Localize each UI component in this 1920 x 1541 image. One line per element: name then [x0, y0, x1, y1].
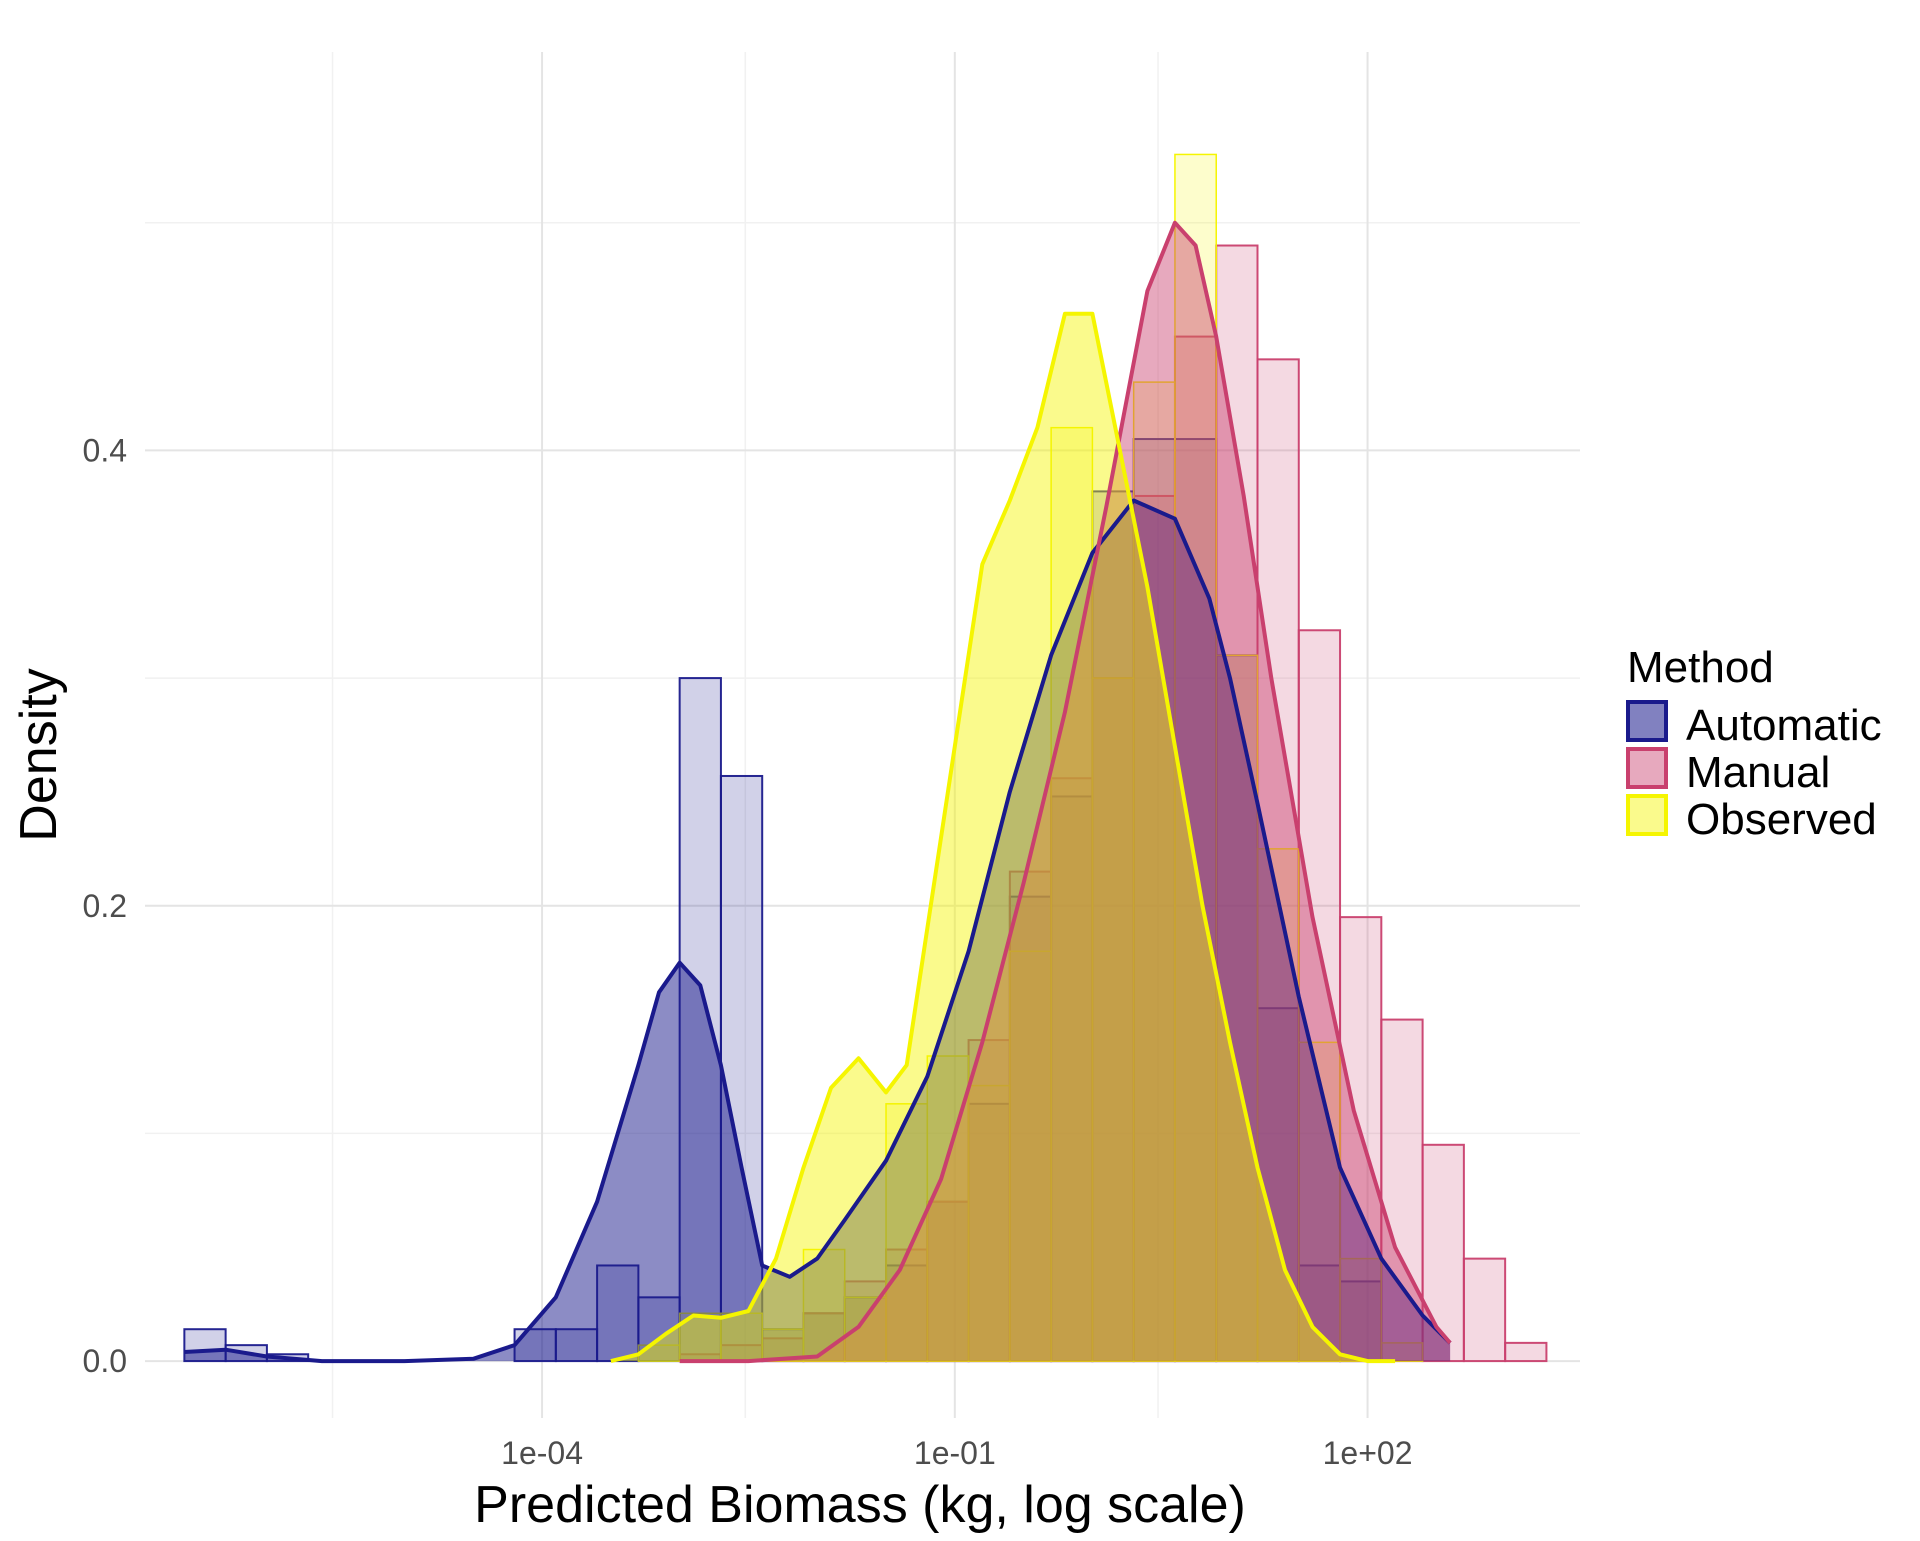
- y-axis-tick-labels: 0.0 0.2 0.4: [83, 432, 127, 1379]
- legend-key-manual: [1626, 747, 1668, 789]
- y-tick-label: 0.4: [83, 432, 127, 468]
- legend-key-observed: [1626, 794, 1668, 836]
- legend-label-manual: Manual: [1686, 748, 1830, 797]
- y-tick-label: 0.2: [83, 888, 127, 924]
- density-curves: [184, 220, 1452, 1364]
- legend-label-observed: Observed: [1686, 795, 1877, 844]
- legend-item-manual: Manual: [1626, 747, 1830, 797]
- y-axis-label: Density: [10, 668, 68, 841]
- density-area-automatic: [184, 500, 1451, 1362]
- x-tick-label: 1e-04: [501, 1435, 583, 1471]
- density-area-observed: [610, 313, 1396, 1362]
- x-tick-label: 1e-01: [914, 1435, 996, 1471]
- density-curve-automatic: [184, 498, 1452, 1364]
- legend-label-automatic: Automatic: [1686, 701, 1882, 750]
- bar-manual: [1504, 1341, 1548, 1363]
- y-tick-label: 0.0: [83, 1343, 127, 1379]
- legend-item-observed: Observed: [1626, 794, 1877, 844]
- legend: Method Automatic Manual Observed: [1626, 643, 1882, 844]
- bar-manual: [1462, 1257, 1507, 1363]
- density-area-manual: [679, 222, 1451, 1362]
- x-axis-tick-labels: 1e-04 1e-01 1e+02: [501, 1435, 1412, 1471]
- x-axis-label: Predicted Biomass (kg, log scale): [474, 1476, 1246, 1534]
- legend-title: Method: [1627, 643, 1774, 692]
- density-curve-observed: [610, 311, 1396, 1364]
- legend-item-automatic: Automatic: [1626, 700, 1882, 750]
- x-tick-label: 1e+02: [1323, 1435, 1413, 1471]
- density-curve-manual: [679, 220, 1452, 1364]
- legend-key-automatic: [1626, 700, 1668, 742]
